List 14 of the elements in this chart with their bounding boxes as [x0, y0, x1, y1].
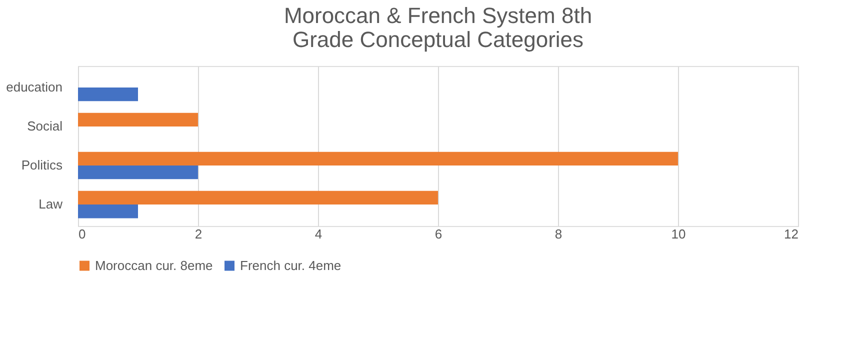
- x-tick-label: 10: [671, 226, 686, 242]
- x-tick-label: 2: [194, 226, 202, 242]
- chart-title: Moroccan & French System 8th Grade Conceptual Categories: [284, 3, 592, 52]
- x-tick-label: 8: [554, 226, 562, 242]
- x-tick-label: 0: [78, 226, 86, 242]
- x-tick-label: 4: [314, 226, 322, 242]
- y-tick-label: Politics: [21, 158, 63, 173]
- legend-label: Moroccan cur. 8eme: [95, 258, 213, 273]
- legend-label: French cur. 4eme: [240, 258, 342, 273]
- x-tick-label: 12: [784, 226, 798, 242]
- x-tick-label: 6: [434, 226, 442, 242]
- y-tick-label: education: [6, 79, 62, 94]
- y-tick-label: Law: [38, 196, 64, 212]
- y-tick-label: Social: [27, 118, 63, 134]
